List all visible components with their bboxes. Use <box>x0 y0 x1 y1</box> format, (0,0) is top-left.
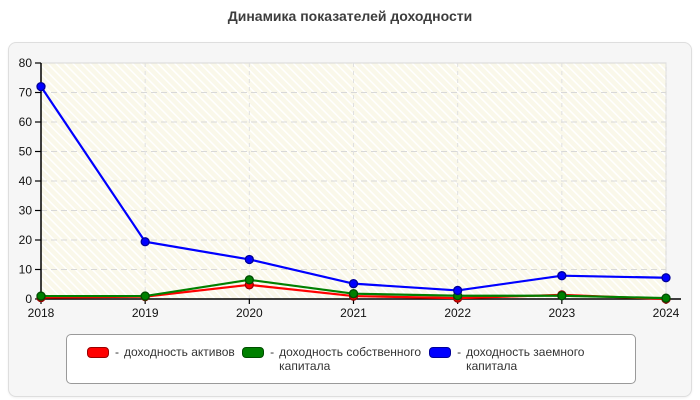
legend-item-equity: - доходность собственного капитала <box>242 345 429 373</box>
legend-item-label: доходность активов <box>124 345 235 359</box>
data-point <box>348 279 359 289</box>
y-tick-label: 40 <box>19 174 33 188</box>
y-tick-label: 30 <box>19 204 33 218</box>
data-point <box>348 289 359 299</box>
page-title: Динамика показателей доходности <box>227 8 473 24</box>
y-tick-label: 70 <box>19 86 33 100</box>
legend-dash: - <box>115 345 119 359</box>
x-tick-label: 2018 <box>28 306 55 320</box>
axis-labels: 0 10 20 30 40 50 60 70 80 2018 2019 2020 2021 2022 202… <box>19 56 680 320</box>
chart-panel: 0 10 20 30 40 50 60 70 80 2018 2019 2020 2021 2022 202… <box>8 42 692 397</box>
x-tick-label: 2022 <box>444 306 471 320</box>
legend-swatch-red-icon <box>87 347 109 358</box>
data-point <box>661 293 671 303</box>
chart-legend: - доходность активов - доходность собствен… <box>66 334 636 384</box>
data-point <box>140 237 150 247</box>
y-tick-label: 60 <box>19 115 33 129</box>
legend-swatch-blue-icon <box>429 347 452 358</box>
legend-swatch-green-icon <box>242 347 265 358</box>
data-point <box>36 291 46 301</box>
y-tick-label: 80 <box>19 56 33 70</box>
data-point <box>557 271 567 281</box>
legend-item-label: доходность заемного капитала <box>466 345 585 373</box>
data-point <box>140 291 150 301</box>
data-point <box>36 81 46 92</box>
series-2 <box>36 81 671 296</box>
legend-item-label: доходность собственного капитала <box>279 345 422 373</box>
data-point <box>557 291 567 301</box>
y-tick-label: 10 <box>19 263 33 277</box>
x-tick-label: 2020 <box>236 306 263 320</box>
x-tick-label: 2021 <box>340 306 367 320</box>
data-point <box>661 273 671 283</box>
data-point <box>244 275 254 285</box>
line-chart: 0 10 20 30 40 50 60 70 80 2018 2019 2020 2021 2022 202… <box>19 56 681 320</box>
legend-dash: - <box>270 345 275 359</box>
data-point <box>244 254 254 265</box>
y-tick-label: 50 <box>19 145 33 159</box>
x-tick-label: 2023 <box>548 306 575 320</box>
x-tick-label: 2019 <box>132 306 159 320</box>
x-tick-label: 2024 <box>653 306 680 320</box>
data-point <box>453 285 463 296</box>
legend-item-assets: - доходность активов <box>87 345 242 359</box>
y-tick-label: 0 <box>25 292 32 306</box>
y-tick-label: 20 <box>19 233 33 247</box>
legend-dash: - <box>457 345 462 359</box>
series-1 <box>36 275 671 303</box>
legend-item-borrowed: - доходность заемного капитала <box>429 345 625 373</box>
